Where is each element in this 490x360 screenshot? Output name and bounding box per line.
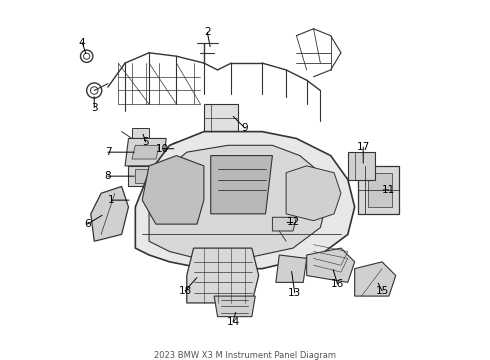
Polygon shape [214,296,255,317]
Polygon shape [276,255,307,282]
Polygon shape [348,152,375,180]
Text: 17: 17 [357,142,370,152]
Polygon shape [307,248,355,282]
Text: 6: 6 [84,219,91,229]
Polygon shape [91,186,128,241]
Text: 8: 8 [105,171,111,181]
Polygon shape [142,156,204,224]
Text: 7: 7 [105,147,111,157]
Polygon shape [272,217,296,231]
Polygon shape [132,145,159,159]
Text: 4: 4 [79,37,86,48]
Text: 13: 13 [288,288,301,298]
Polygon shape [187,248,259,303]
Text: 2: 2 [204,27,211,37]
Text: 16: 16 [331,279,344,289]
Text: 14: 14 [226,317,240,327]
Text: 10: 10 [156,144,170,154]
Polygon shape [132,128,149,145]
Text: 3: 3 [91,103,98,113]
Polygon shape [135,132,355,269]
Polygon shape [368,173,392,207]
Polygon shape [355,262,396,296]
Text: 1: 1 [108,195,115,205]
Polygon shape [149,145,327,258]
Text: 11: 11 [382,185,395,195]
Text: 12: 12 [286,217,299,228]
Polygon shape [125,139,166,166]
Polygon shape [135,169,159,183]
Text: 15: 15 [375,286,389,296]
Text: 9: 9 [242,123,248,133]
Text: 2023 BMW X3 M Instrument Panel Diagram: 2023 BMW X3 M Instrument Panel Diagram [154,351,336,360]
Text: 18: 18 [178,286,192,296]
Polygon shape [286,166,341,221]
Polygon shape [204,104,238,132]
Polygon shape [211,156,272,214]
Polygon shape [358,166,399,214]
Text: 5: 5 [142,137,149,147]
Polygon shape [128,166,166,186]
